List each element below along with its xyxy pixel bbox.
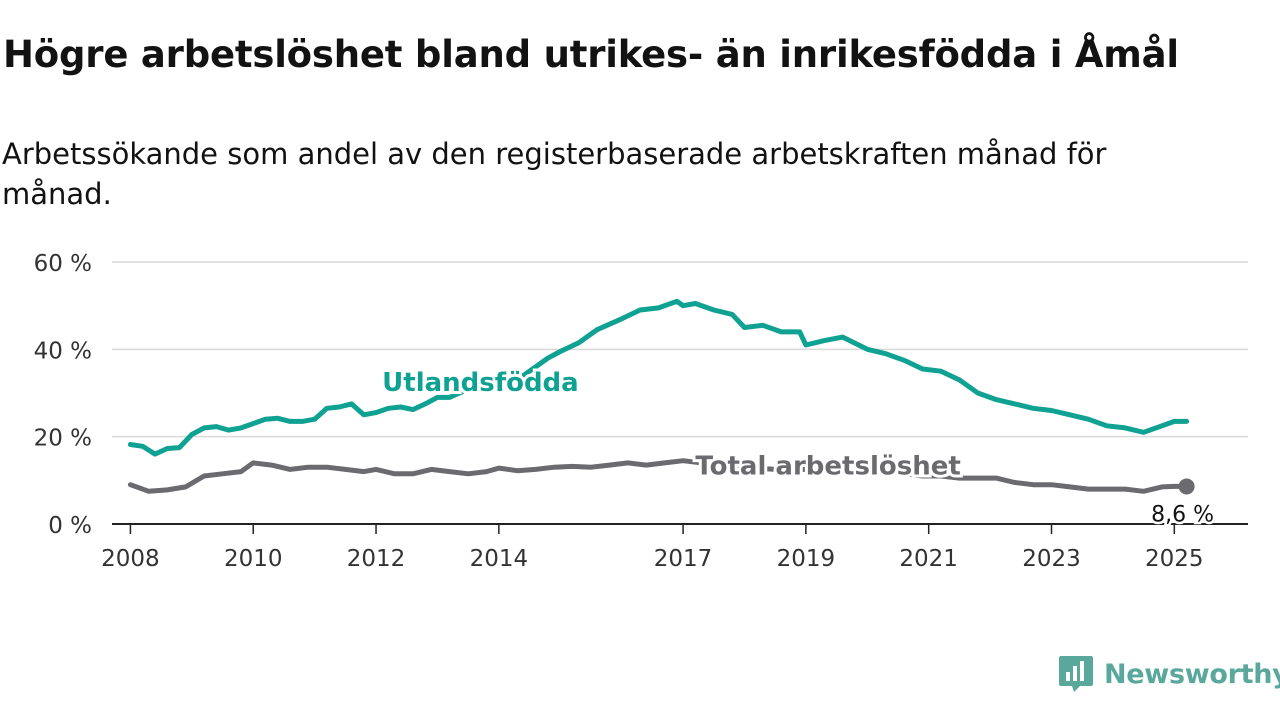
brand-logo: Newsworthy [1058,652,1280,696]
brand-name: Newsworthy [1104,658,1280,690]
chart-subtitle: Arbetssökande som andel av den registerb… [2,137,1107,211]
y-tick-label: 60 % [34,251,92,277]
x-tick-label: 2025 [1145,546,1204,572]
x-tick-label: 2014 [470,546,529,572]
x-tick-label: 2012 [347,546,406,572]
series-label: Total arbetslöshet [695,452,960,482]
x-tick-label: 2019 [777,546,836,572]
series-line [127,458,1190,494]
series-label: Utlandsfödda [382,368,579,398]
newsworthy-logo-icon [1059,656,1093,692]
y-tick-label: 20 % [34,426,92,452]
series-line [127,298,1190,457]
x-tick-label: 2008 [101,546,160,572]
page-title: Högre arbetslöshet bland utrikes- än inr… [3,33,1179,76]
x-tick-label: 2023 [1022,546,1081,572]
x-tick-label: 2017 [654,546,713,572]
x-tick-label: 2010 [224,546,283,572]
end-point-marker [1178,478,1195,495]
y-tick-label: 40 % [34,338,92,364]
x-tick-label: 2021 [899,546,958,572]
y-tick-label: 0 % [48,513,92,539]
end-value-label: 8,6 % [1151,502,1214,527]
